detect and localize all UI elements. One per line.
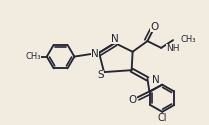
Text: N: N [111,34,119,44]
Text: N: N [91,49,99,59]
Text: S: S [98,70,104,80]
Text: NH: NH [166,44,180,53]
Text: Cl: Cl [157,113,167,123]
Text: O: O [129,95,137,105]
Text: N: N [152,75,160,85]
Text: O: O [150,22,158,32]
Text: CH₃: CH₃ [181,35,196,44]
Text: CH₃: CH₃ [25,52,41,61]
